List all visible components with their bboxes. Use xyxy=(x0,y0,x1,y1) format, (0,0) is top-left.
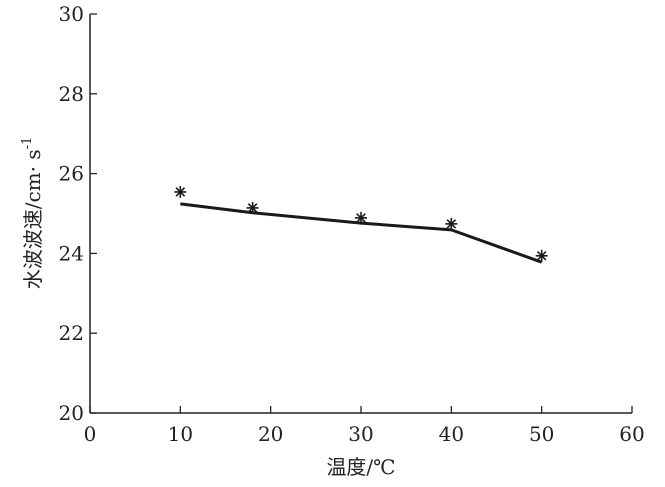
x-tick-label: 20 xyxy=(258,422,283,446)
y-tick-label: 30 xyxy=(59,2,84,26)
y-axis-label-text: 水波波速/cm· s xyxy=(21,149,45,289)
x-tick-label: 30 xyxy=(348,422,373,446)
y-tick-label: 24 xyxy=(59,241,84,265)
x-tick-label: 0 xyxy=(84,422,97,446)
x-axis-label: 温度/℃ xyxy=(326,455,395,479)
x-tick-label: 10 xyxy=(168,422,193,446)
axes: 0 10 20 30 40 50 60 20 22 24 26 28 30 xyxy=(59,2,645,446)
y-axis-label: 水波波速/cm· s-1 xyxy=(20,137,45,290)
y-axis-label-superscript: -1 xyxy=(20,137,35,150)
data-point-asterisk xyxy=(355,211,367,224)
y-tick-label: 26 xyxy=(59,162,84,186)
data-point-asterisk xyxy=(535,249,548,262)
y-tick-label: 20 xyxy=(59,401,84,425)
x-tick-label: 40 xyxy=(439,422,464,446)
y-tick-label: 22 xyxy=(59,321,84,345)
y-tick-label: 28 xyxy=(59,82,84,106)
x-tick-label: 50 xyxy=(529,422,554,446)
x-tick-label: 60 xyxy=(619,422,644,446)
plot-marks xyxy=(174,185,548,264)
data-point-asterisk xyxy=(246,201,259,214)
data-point-asterisk xyxy=(174,185,187,198)
data-point-asterisk xyxy=(445,217,458,230)
